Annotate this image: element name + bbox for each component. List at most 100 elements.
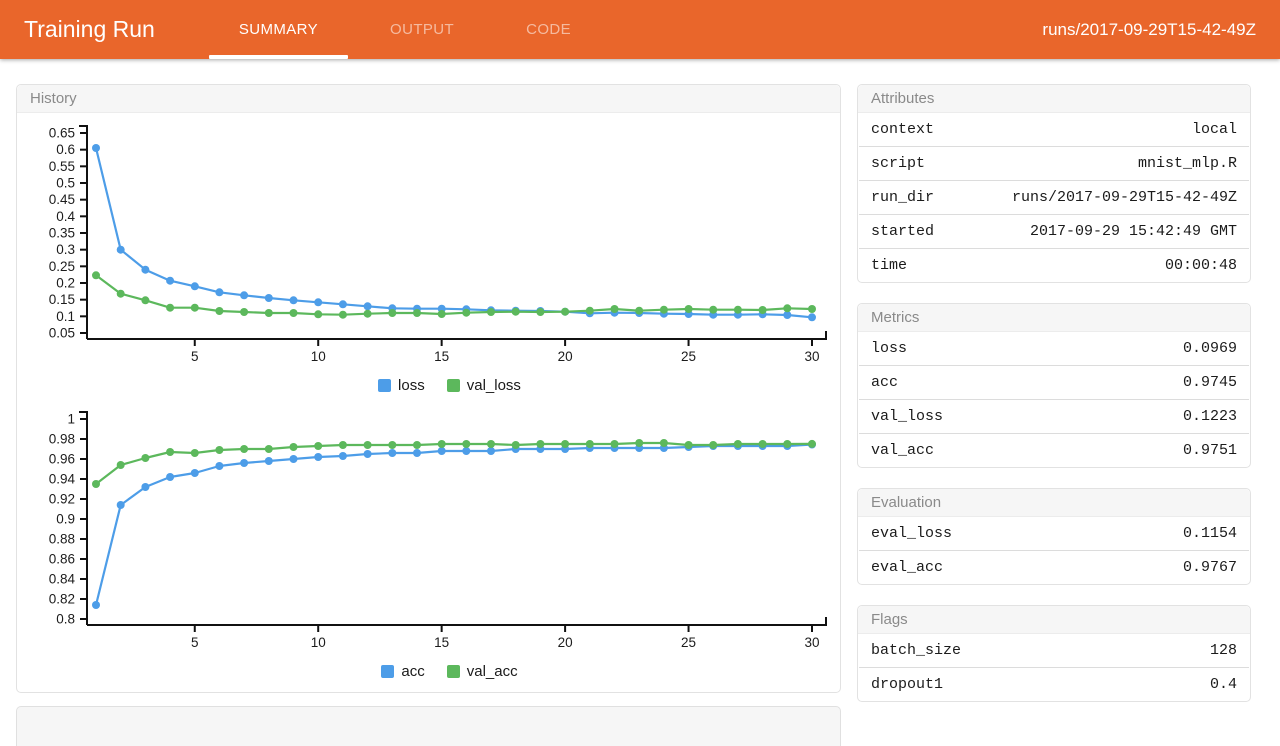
- y-tick-label: 0.8: [56, 612, 75, 627]
- kv-row-val_acc: val_acc 0.9751: [859, 433, 1249, 467]
- main-content: History 0.05 0.1 0.15 0.2 0.25 0.3 0.35 0.4 0.45…: [0, 59, 1280, 746]
- val_loss-point: [758, 306, 767, 314]
- loss-point: [363, 302, 372, 311]
- val_loss-point: [487, 308, 495, 316]
- val_acc-point: [808, 439, 816, 448]
- acc-point: [92, 601, 100, 609]
- val_loss-point: [215, 307, 224, 315]
- kv-value: 0.9751: [1182, 442, 1237, 459]
- val_acc-point: [363, 441, 372, 449]
- y-tick-label: 0.45: [49, 192, 75, 207]
- loss-point: [314, 298, 323, 307]
- x-tick-label: 30: [804, 349, 819, 364]
- accuracy-history-chart: 0.80.820.840.860.880.90.920.940.960.9815…: [49, 411, 827, 650]
- acc-point: [388, 449, 397, 457]
- acc-point: [314, 453, 323, 461]
- tab-summary[interactable]: SUMMARY: [208, 0, 349, 59]
- val_acc-point: [116, 461, 125, 469]
- kv-row-context: context local: [859, 113, 1249, 146]
- acc-point: [487, 447, 495, 455]
- kv-row-val_loss: val_loss 0.1223: [859, 399, 1249, 433]
- acc-point: [413, 449, 421, 457]
- kv-row-batch_size: batch_size 128: [859, 634, 1249, 667]
- val_loss-point: [92, 271, 100, 280]
- loss-legend-label: loss: [398, 376, 425, 394]
- kv-key: eval_acc: [871, 559, 944, 576]
- val_acc-point: [141, 454, 150, 462]
- val_acc-point: [314, 442, 323, 450]
- val_loss-point: [585, 306, 594, 315]
- y-tick-label: 0.94: [49, 472, 76, 487]
- val_loss-point: [264, 309, 273, 317]
- y-tick-label: 0.98: [49, 432, 75, 447]
- y-tick-label: 0.96: [49, 452, 75, 467]
- tab-summary-label: SUMMARY: [238, 21, 319, 38]
- val_acc-point: [511, 441, 520, 449]
- val_acc-point: [536, 440, 545, 448]
- loss-chart-legend: loss val_loss: [25, 371, 834, 399]
- kv-value: local: [1191, 121, 1237, 138]
- tab-code[interactable]: CODE: [496, 0, 601, 59]
- x-tick-label: 10: [311, 635, 326, 650]
- history-panel-title: History: [17, 85, 840, 113]
- val_loss-legend-label: val_loss: [466, 376, 521, 394]
- loss-point: [240, 291, 249, 300]
- y-tick-label: 0.05: [49, 326, 75, 341]
- val_acc-legend-swatch: [446, 664, 460, 678]
- kv-key: script: [871, 155, 926, 172]
- loss-point: [808, 313, 816, 322]
- legend-item-val_loss: val_loss: [446, 376, 521, 394]
- val_loss-legend-swatch: [446, 378, 460, 392]
- loss-point: [783, 311, 792, 319]
- side-panel-title: Evaluation: [858, 489, 1250, 517]
- tab-output[interactable]: OUTPUT: [360, 0, 484, 59]
- val_acc-point: [635, 439, 644, 447]
- legend-item-acc: acc: [381, 663, 425, 680]
- val_loss-point: [709, 305, 718, 314]
- kv-key: val_acc: [871, 442, 935, 459]
- y-tick-label: 1: [67, 412, 75, 427]
- kv-key: time: [871, 257, 908, 274]
- kv-row-acc: acc 0.9745: [859, 365, 1249, 399]
- panel-flags: Flags batch_size 128 dropout1 0.4: [857, 605, 1251, 702]
- kv-row-run_dir: run_dir runs/2017-09-29T15-42-49Z: [859, 180, 1249, 214]
- y-tick-label: 0.55: [49, 159, 75, 174]
- y-tick-label: 0.5: [56, 176, 75, 191]
- x-tick-label: 30: [804, 635, 819, 650]
- kv-row-script: script mnist_mlp.R: [859, 146, 1249, 180]
- x-tick-label: 15: [434, 635, 449, 650]
- val_loss-point: [561, 307, 570, 316]
- val_loss-point: [511, 307, 520, 316]
- val_loss-point: [659, 305, 668, 314]
- y-tick-label: 0.4: [56, 209, 75, 224]
- legend-item-val_acc: val_acc: [446, 663, 518, 680]
- x-tick-label: 20: [558, 635, 573, 650]
- kv-value: 0.1223: [1182, 408, 1237, 425]
- y-tick-label: 0.25: [49, 259, 75, 274]
- acc-point: [215, 462, 224, 470]
- val_acc-point: [437, 440, 446, 448]
- val_loss-point: [437, 310, 446, 318]
- loss-point: [215, 288, 224, 297]
- run-details-column: Attributes context local script mnist_mlp.R…: [857, 84, 1251, 722]
- loss-line: [94, 147, 813, 319]
- y-tick-label: 0.65: [49, 126, 75, 141]
- x-tick-label: 5: [191, 635, 199, 650]
- y-tick-label: 0.3: [56, 242, 75, 257]
- y-tick-label: 0.84: [49, 572, 76, 587]
- val_loss-point: [338, 310, 347, 319]
- val_loss-point: [733, 305, 742, 314]
- loss-point: [289, 296, 298, 305]
- y-tick-label: 0.92: [49, 492, 75, 507]
- x-tick-label: 20: [558, 349, 573, 364]
- key-value-rows: batch_size 128 dropout1 0.4: [858, 634, 1250, 701]
- loss-chart-block: 0.05 0.1 0.15 0.2 0.25 0.3 0.35 0.4 0.45 0.5 0.55 0…: [17, 113, 840, 399]
- val_acc-point: [758, 440, 767, 448]
- val_loss-point: [363, 309, 372, 318]
- top-bar: Training Run SUMMARY OUTPUT CODE runs/20…: [0, 0, 1280, 59]
- history-panel: History 0.05 0.1 0.15 0.2 0.25 0.3 0.35 0.4 0.45…: [16, 84, 841, 693]
- val_acc-point: [92, 480, 100, 488]
- kv-value: mnist_mlp.R: [1137, 155, 1237, 172]
- val_acc-point: [684, 441, 693, 449]
- legend-item-loss: loss: [378, 377, 425, 394]
